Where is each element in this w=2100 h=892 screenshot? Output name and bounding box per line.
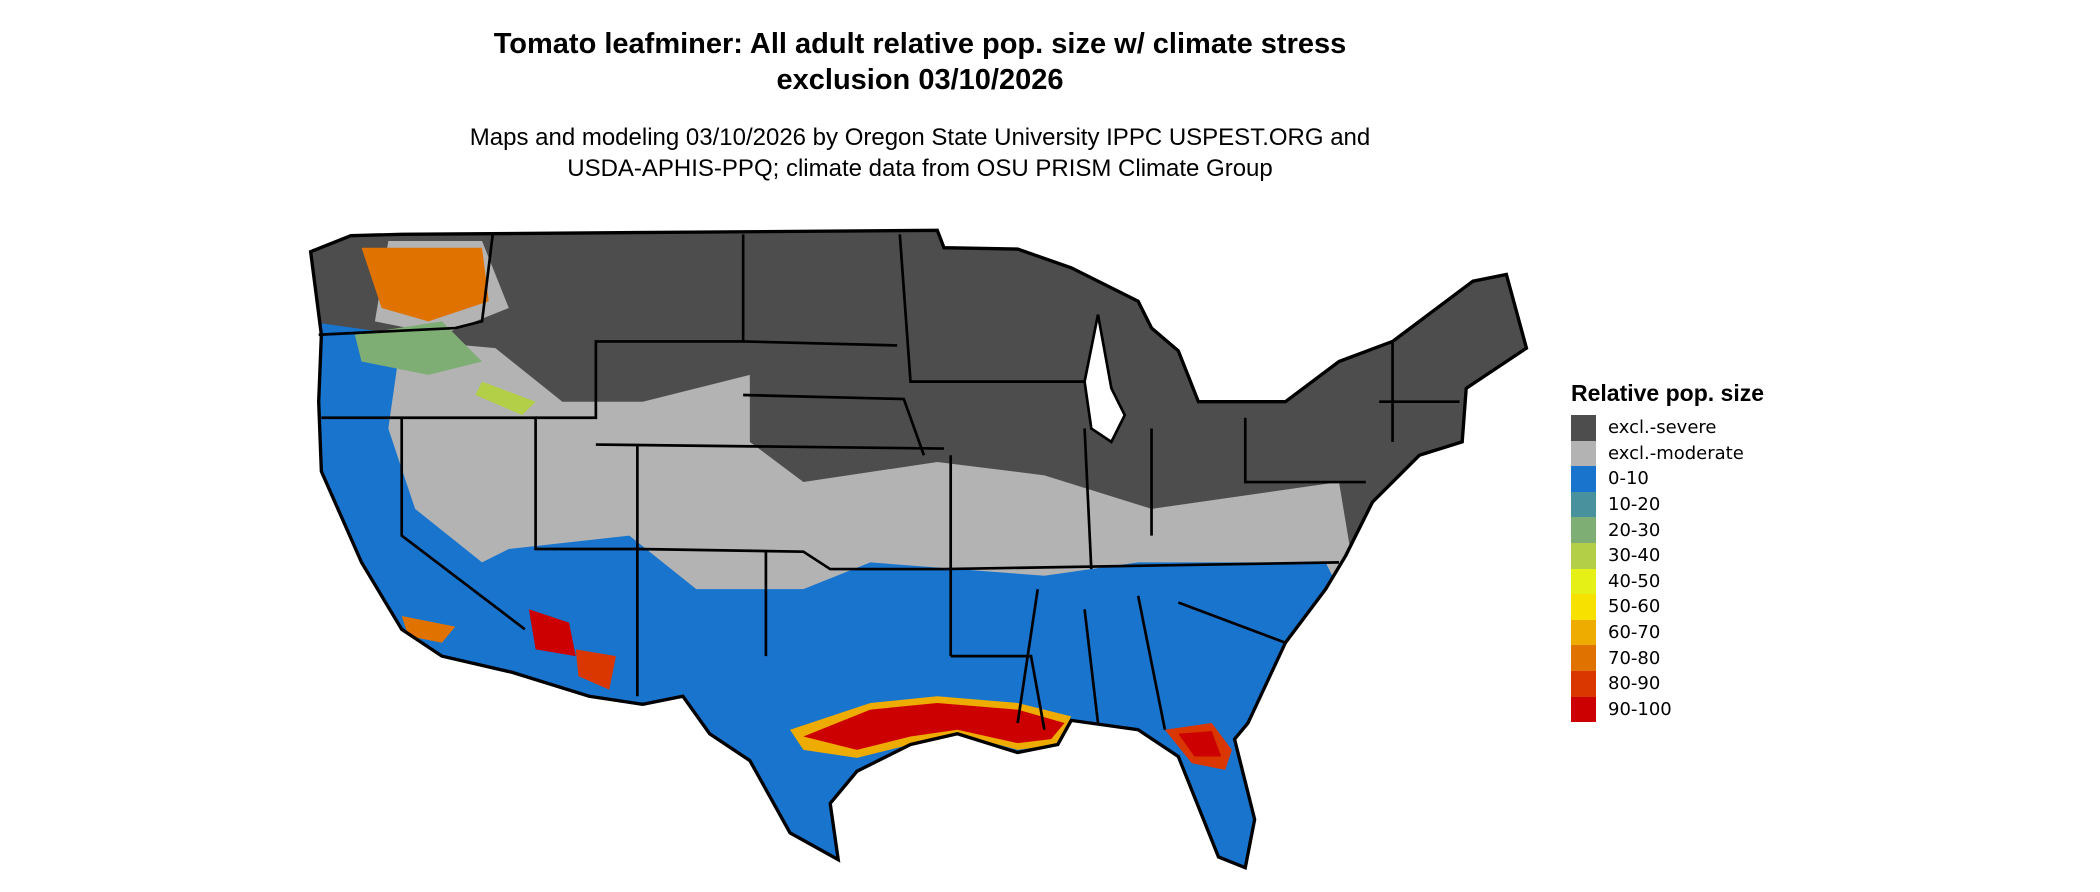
region-70-80-ca	[401, 615, 456, 643]
region-20-30	[354, 321, 483, 375]
subtitle-line-2: USDA-APHIS-PPQ; climate data from OSU PR…	[567, 155, 1273, 182]
legend-item: 80-90	[1571, 670, 1764, 697]
legend-label: 70-80	[1608, 647, 1661, 669]
map-title: Tomato leafminer: All adult relative pop…	[0, 26, 1840, 98]
legend-swatch	[1571, 466, 1596, 492]
legend-item: 70-80	[1571, 645, 1764, 671]
legend-swatch	[1571, 491, 1596, 518]
legend-label: 30-40	[1608, 545, 1661, 567]
legend-label: 50-60	[1608, 596, 1661, 618]
legend-swatch	[1571, 696, 1596, 723]
legend-label: 40-50	[1608, 570, 1661, 592]
state-borders	[318, 234, 1460, 731]
title-line-1: Tomato leafminer: All adult relative pop…	[493, 28, 1347, 60]
legend-label: 90-100	[1608, 698, 1672, 720]
legend-item: excl.-severe	[1571, 415, 1764, 441]
legend-label: 10-20	[1608, 494, 1661, 516]
legend-label: excl.-severe	[1608, 417, 1717, 439]
legend-swatch	[1571, 568, 1596, 595]
region-90-100-gulf	[803, 702, 1065, 750]
legend-item: 50-60	[1571, 594, 1764, 620]
legend-label: 80-90	[1608, 673, 1661, 695]
legend-item: excl.-moderate	[1571, 440, 1764, 467]
legend-title: Relative pop. size	[1571, 380, 1765, 406]
map-subtitle: Maps and modeling 03/10/2026 by Oregon S…	[0, 122, 1840, 184]
region-80-90-az	[575, 649, 616, 690]
subtitle-line-1: Maps and modeling 03/10/2026 by Oregon S…	[469, 124, 1371, 151]
legend-label: 20-30	[1608, 519, 1661, 541]
region-90-100-fl	[1178, 731, 1222, 757]
legend-item: 0-10	[1571, 466, 1764, 492]
legend-swatch	[1571, 594, 1596, 620]
region-70-80-nw	[361, 247, 489, 322]
legend-swatch	[1571, 670, 1596, 697]
legend-swatch	[1571, 619, 1596, 646]
lake-michigan	[1083, 314, 1127, 444]
legend-swatch	[1571, 645, 1596, 671]
legend-swatch	[1571, 517, 1596, 543]
legend: Relative pop. size excl.-severe excl.-mod…	[1571, 380, 1765, 723]
legend-swatch	[1571, 415, 1596, 441]
legend-item: 60-70	[1571, 619, 1764, 646]
title-line-2: exclusion 03/10/2026	[776, 64, 1064, 96]
legend-swatch	[1571, 542, 1596, 569]
legend-swatch	[1571, 440, 1596, 467]
legend-item: 40-50	[1571, 568, 1764, 595]
legend-item: 30-40	[1571, 542, 1764, 569]
legend-item: 20-30	[1571, 517, 1764, 543]
legend-label: excl.-moderate	[1608, 442, 1744, 464]
region-30-40	[475, 381, 536, 416]
legend-label: 60-70	[1608, 622, 1661, 644]
legend-item: 90-100	[1571, 696, 1764, 723]
legend-item: 10-20	[1571, 491, 1764, 518]
legend-label: 0-10	[1608, 468, 1649, 490]
